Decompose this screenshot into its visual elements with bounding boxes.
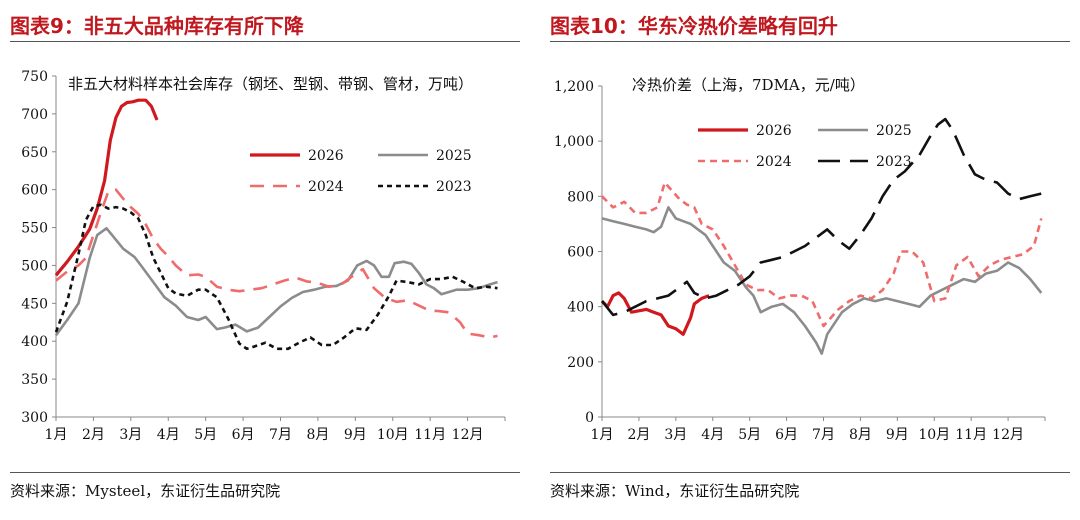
left-y-tick-label: 700 [21, 107, 48, 123]
left-x-tick-label: 2月 [82, 427, 105, 443]
left-legend-label-2026: 2026 [308, 148, 344, 164]
right-series-2024-line [601, 181, 1043, 328]
right-x-tick-label: 12月 [992, 427, 1024, 443]
right-y-tick-label: 200 [567, 355, 594, 371]
left-chart-panel: 图表9：非五大品种库存有所下降 300 350 400 450 500 550 600 650… [0, 0, 530, 520]
right-x-tick-label: 10月 [918, 427, 950, 443]
left-x-tick-label: 7月 [269, 427, 292, 443]
right-legend-label-2025: 2025 [876, 123, 912, 139]
right-x-tick-label: 11月 [955, 427, 987, 443]
right-y-tick-label: 600 [567, 245, 594, 261]
right-series-2023-line [600, 117, 1042, 317]
left-x-tick-label: 6月 [232, 427, 255, 443]
left-x-tick-label: 10月 [377, 427, 409, 443]
left-x-tick-label: 1月 [45, 427, 68, 443]
right-y-tick-label: 400 [567, 300, 594, 316]
left-series-2026-line [54, 98, 159, 277]
right-x-tick-label: 8月 [849, 427, 872, 443]
left-x-tick-label: 3月 [119, 427, 142, 443]
left-y-tick-label: 550 [21, 221, 48, 237]
right-y-tick-label: 1,000 [554, 134, 594, 150]
right-plot-title: 冷热价差（上海，7DMA，元/吨） [632, 76, 865, 94]
right-x-tick-label: 6月 [775, 427, 798, 443]
right-x-tick-label: 3月 [664, 427, 687, 443]
left-y-tick-label: 350 [21, 372, 48, 388]
right-source-rule [550, 472, 1070, 473]
left-chart-source: 资料来源：Mysteel，东证衍生品研究院 [10, 482, 281, 500]
left-x-tick-label: 9月 [344, 427, 367, 443]
right-series-2026-line [600, 291, 710, 336]
right-x-tick-label: 2月 [627, 427, 650, 443]
right-chart-title: 图表10：华东冷热价差略有回升 [550, 14, 838, 38]
left-x-tick-label: 4月 [157, 427, 180, 443]
left-chart-title: 图表9：非五大品种库存有所下降 [10, 14, 304, 38]
left-y-tick-label: 450 [21, 296, 48, 312]
right-x-tick-label: 9月 [886, 427, 909, 443]
left-x-tick-label: 12月 [452, 427, 484, 443]
right-chart-svg: 0 200 400 600 800 1,000 1,200 1月 2月 3月 4月 5月 6月 7月 8月 9… [554, 76, 1046, 443]
right-series-2025-line [601, 206, 1043, 355]
left-x-tick-label: 11月 [414, 427, 446, 443]
left-x-tick-label: 8月 [306, 427, 329, 443]
left-y-tick-label: 750 [21, 69, 48, 85]
left-legend-label-2023: 2023 [436, 179, 472, 195]
left-chart-svg: 300 350 400 450 500 550 600 650 700 750 1月 2月 3月 4月 5月… [21, 69, 506, 443]
left-series-2023-line [54, 203, 498, 351]
left-x-tick-label: 5月 [194, 427, 217, 443]
left-y-tick-label: 400 [21, 334, 48, 350]
right-x-tick-label: 5月 [738, 427, 761, 443]
right-chart-source: 资料来源：Wind，东证衍生品研究院 [550, 482, 800, 500]
right-legend-label-2023: 2023 [876, 154, 912, 170]
right-legend-label-2024: 2024 [756, 154, 792, 170]
left-series-2024-line [55, 188, 498, 339]
left-y-tick-label: 300 [21, 410, 48, 426]
left-y-tick-label: 600 [21, 183, 48, 199]
left-plot-title: 非五大材料样本社会库存（钢坯、型钢、带钢、管材，万吨） [68, 75, 473, 93]
right-title-rule [550, 41, 1070, 42]
right-x-tick-label: 7月 [812, 427, 835, 443]
right-x-tick-label: 1月 [591, 427, 614, 443]
right-y-tick-label: 1,200 [554, 79, 594, 95]
left-legend-label-2025: 2025 [436, 148, 472, 164]
left-y-tick-label: 650 [21, 145, 48, 161]
left-legend-label-2024: 2024 [308, 179, 344, 195]
right-chart-panel: 图表10：华东冷热价差略有回升 0 200 400 600 800 1,000 1,200 1… [540, 0, 1080, 520]
left-source-rule [10, 472, 520, 473]
left-y-tick-label: 500 [21, 258, 48, 274]
right-y-tick-label: 800 [567, 189, 594, 205]
right-x-tick-label: 4月 [701, 427, 724, 443]
right-legend-label-2026: 2026 [756, 123, 792, 139]
left-series-2025-line [54, 227, 498, 336]
right-y-tick-label: 0 [585, 410, 594, 426]
left-title-rule [10, 41, 520, 42]
